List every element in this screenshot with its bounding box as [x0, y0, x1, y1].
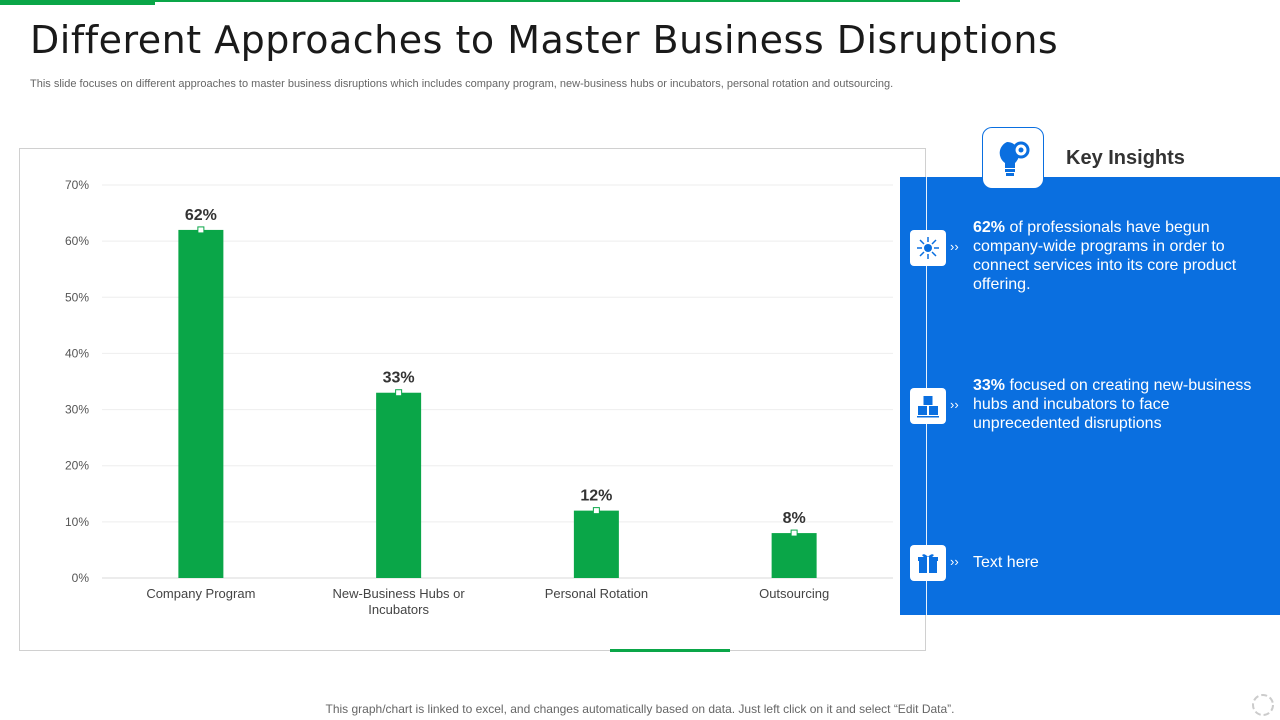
x-tick-label: New-Business Hubs or Incubators — [333, 586, 466, 617]
chevron-right-icon: ›› — [950, 239, 959, 254]
insight-text: Text here — [973, 554, 1039, 571]
network-icon — [917, 237, 939, 259]
insights-title: Key Insights — [1066, 147, 1185, 169]
lightbulb-gear-icon — [999, 141, 1030, 176]
data-label: 8% — [783, 510, 806, 527]
bar-chart[interactable]: 0% 10% 20% 30% 40% 50% 60% 70% 62% Company Progra… — [0, 0, 930, 660]
y-tick-label: 30% — [65, 403, 89, 417]
y-tick-label: 50% — [65, 290, 89, 304]
top-accent-line — [0, 0, 960, 2]
insight-text: 62% of professionals have begun company-… — [973, 219, 1237, 293]
insight-icon-box — [910, 230, 946, 266]
bar — [771, 533, 817, 578]
bar-marker — [395, 389, 403, 397]
insights-header-icon-box — [982, 127, 1044, 189]
bar — [573, 510, 619, 578]
bar — [376, 392, 422, 578]
bar-marker — [790, 529, 798, 537]
footnote: This graph/chart is linked to excel, and… — [325, 702, 955, 716]
insight-icon-box — [910, 545, 946, 581]
bar — [178, 229, 224, 578]
refresh-icon — [1252, 694, 1274, 716]
bar-marker — [197, 226, 205, 234]
y-tick-label: 40% — [65, 346, 89, 360]
chevron-right-icon: ›› — [950, 554, 959, 569]
gift-icon — [918, 554, 938, 573]
x-tick-label: Personal Rotation — [545, 586, 648, 601]
chevron-right-icon: ›› — [950, 397, 959, 412]
page-title: Different Approaches to Master Business … — [30, 18, 1059, 62]
data-label: 62% — [185, 207, 217, 224]
y-tick-label: 0% — [72, 571, 90, 585]
y-tick-label: 70% — [65, 178, 89, 192]
insight-text: 33% focused on creating new-business hub… — [973, 377, 1252, 432]
y-tick-label: 20% — [65, 459, 89, 473]
top-accent-bar — [0, 0, 155, 5]
insight-icon-box — [910, 388, 946, 424]
bar-marker — [592, 507, 600, 515]
chart-bottom-accent — [610, 649, 730, 652]
insights-panel — [900, 177, 1280, 615]
data-label: 12% — [580, 488, 612, 505]
x-tick-label: Outsourcing — [759, 586, 829, 601]
boxes-icon — [917, 396, 939, 418]
data-label: 33% — [383, 370, 415, 387]
y-tick-label: 60% — [65, 234, 89, 248]
page-subtitle: This slide focuses on different approach… — [30, 78, 894, 90]
x-tick-label: Company Program — [146, 586, 255, 601]
y-tick-label: 10% — [65, 515, 89, 529]
